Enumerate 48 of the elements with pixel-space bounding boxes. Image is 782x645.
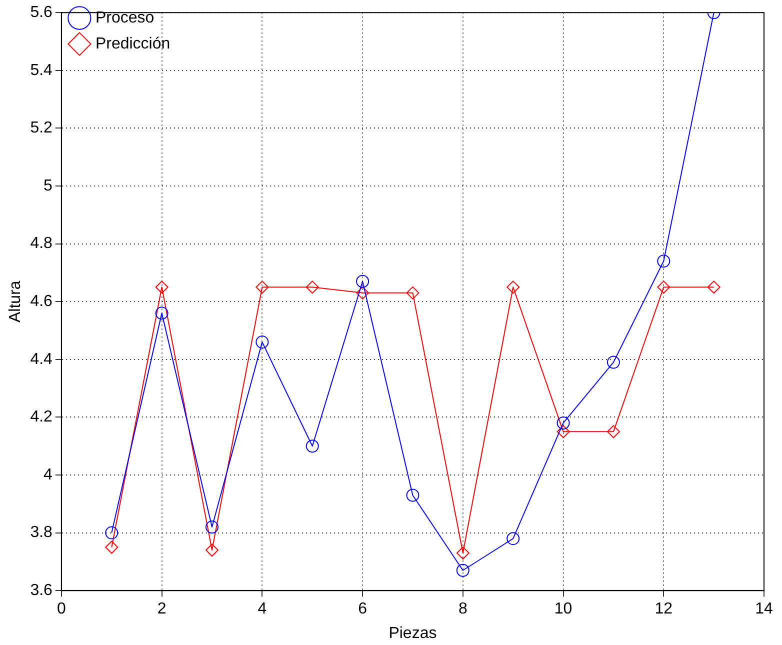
y-tick-label: 4.8 bbox=[30, 235, 53, 252]
legend-label: Predicción bbox=[95, 35, 170, 52]
x-tick-label: 10 bbox=[554, 600, 572, 618]
point bbox=[657, 254, 670, 268]
x-axis-title: Piezas bbox=[388, 624, 437, 642]
point bbox=[456, 564, 470, 577]
y-tick-label: 4.4 bbox=[30, 350, 53, 368]
legend-label: Proceso bbox=[95, 9, 154, 26]
point bbox=[256, 336, 269, 349]
x-tick-label: 2 bbox=[157, 600, 166, 618]
point bbox=[356, 286, 370, 300]
x-tick-label: 0 bbox=[56, 600, 66, 618]
point bbox=[155, 306, 168, 320]
x-tick-label: 12 bbox=[654, 600, 673, 618]
point bbox=[707, 280, 720, 294]
point bbox=[506, 532, 520, 546]
point bbox=[406, 286, 420, 300]
y-tick-label: 5.2 bbox=[30, 120, 53, 137]
x-tick-label: 6 bbox=[358, 600, 368, 618]
y-tick-label: 4.2 bbox=[30, 408, 53, 426]
x-tick-label: 14 bbox=[755, 600, 773, 618]
point bbox=[556, 416, 570, 430]
y-tick-label: 3.8 bbox=[30, 524, 53, 542]
point bbox=[456, 546, 470, 560]
y-tick-label: 3.6 bbox=[30, 582, 53, 600]
point bbox=[205, 520, 218, 534]
point bbox=[105, 526, 118, 540]
point bbox=[657, 280, 670, 294]
point bbox=[606, 356, 620, 369]
point bbox=[205, 544, 218, 557]
point bbox=[105, 540, 118, 554]
point bbox=[356, 274, 370, 288]
y-tick-label: 4.6 bbox=[30, 293, 53, 310]
point bbox=[256, 280, 269, 294]
point bbox=[306, 280, 319, 294]
y-axis-title: Altura bbox=[7, 280, 24, 322]
y-tick-label: 5 bbox=[44, 177, 53, 194]
y-tick-label: 4 bbox=[44, 466, 53, 484]
y-tick-label: 5.4 bbox=[30, 62, 53, 79]
point bbox=[606, 425, 620, 438]
point bbox=[155, 280, 168, 294]
point bbox=[306, 440, 319, 453]
x-tick-label: 4 bbox=[258, 600, 267, 618]
point bbox=[406, 488, 420, 502]
point bbox=[556, 425, 570, 438]
point bbox=[506, 280, 520, 294]
y-tick-label: 5.6 bbox=[30, 4, 53, 22]
x-tick-label: 8 bbox=[458, 600, 468, 618]
